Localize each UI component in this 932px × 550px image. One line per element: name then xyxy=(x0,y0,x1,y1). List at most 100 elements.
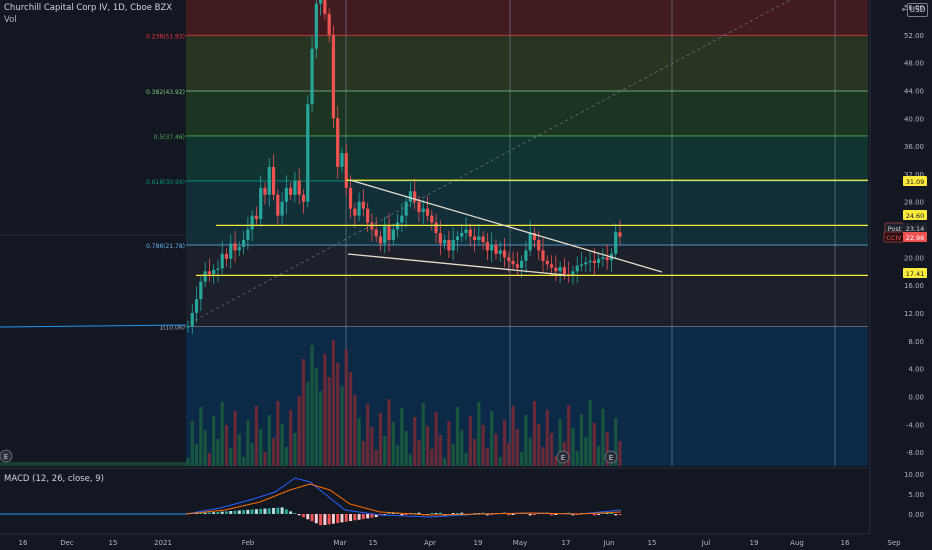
drawings-back xyxy=(0,0,791,328)
candle-body xyxy=(511,260,515,265)
volume-bar xyxy=(289,410,293,466)
candle-body xyxy=(246,229,250,240)
price-tag-label: Post xyxy=(888,225,902,233)
macd-histogram-bar xyxy=(481,512,485,514)
candle-body xyxy=(554,267,558,272)
price-tick-label: 48.00 xyxy=(904,60,924,68)
volume-bar xyxy=(494,434,498,466)
macd-histogram-bar xyxy=(490,514,494,515)
macd-histogram-bar xyxy=(417,512,421,514)
volume-bar xyxy=(271,438,276,466)
candle-body xyxy=(212,269,216,275)
volume-bar xyxy=(528,438,532,466)
candle-body xyxy=(199,281,203,300)
earnings-event-icon xyxy=(0,449,13,463)
price-tick-label: 44.00 xyxy=(904,87,924,95)
candle-body xyxy=(353,208,357,216)
macd-histogram-bar xyxy=(246,509,250,514)
fib-zone xyxy=(186,0,868,36)
fib-zone xyxy=(186,180,868,245)
candle-body xyxy=(190,313,194,327)
macd-histogram-bar xyxy=(263,508,267,514)
macd-histogram-bar xyxy=(216,511,220,514)
fib-level-label: 0.786(21.78) xyxy=(146,243,185,250)
volume-bar xyxy=(455,407,460,466)
price-tick-label: 8.00 xyxy=(908,338,924,346)
macd-histogram-bar xyxy=(254,509,258,514)
macd-histogram-bar xyxy=(306,514,310,520)
volume-bar xyxy=(524,415,528,466)
candle-body xyxy=(395,222,400,230)
time-tick-label: 15 xyxy=(369,539,378,547)
candle-body xyxy=(186,326,190,328)
macd-histogram-bar xyxy=(336,514,340,524)
currency-button[interactable]: USD xyxy=(907,3,928,17)
fib-level-label: 0.382(43.92) xyxy=(146,89,185,96)
earnings-event-label: E xyxy=(4,453,8,461)
candle-body xyxy=(485,242,490,251)
macd-histogram-bar xyxy=(528,514,532,516)
volume-bar xyxy=(614,418,618,466)
volume-bar xyxy=(430,449,434,466)
candle-body xyxy=(464,229,468,234)
macd-histogram-bar xyxy=(357,514,361,520)
candle-body xyxy=(571,271,575,275)
price-tag-label: 24.60 xyxy=(906,212,925,220)
candle-body xyxy=(314,3,318,49)
candle-body xyxy=(515,264,519,268)
candle-body xyxy=(618,232,622,237)
candle-body xyxy=(490,244,494,251)
candle-body xyxy=(361,201,365,209)
macd-histogram-bar xyxy=(242,510,246,514)
price-tag xyxy=(903,268,927,278)
volume-bar xyxy=(348,372,353,466)
pre-spike-line xyxy=(0,324,187,328)
price-tag-label: 22.96 xyxy=(906,234,925,242)
volume-bar xyxy=(259,429,263,466)
macd-legend[interactable]: MACD (12, 26, close, 9) xyxy=(4,474,104,484)
fib-zones: 0.236(51.93) 0.382(43.92) 0.5(37.46) 0.618(… xyxy=(146,0,868,466)
macd-histogram-bar xyxy=(353,514,357,521)
candle-body xyxy=(224,253,229,259)
candle-body xyxy=(327,13,331,35)
volume-bar xyxy=(340,386,344,466)
volume-bar xyxy=(378,413,383,466)
volume-bar xyxy=(477,402,481,466)
candle-body xyxy=(524,250,528,261)
volume-bar xyxy=(254,406,259,466)
volume-bar xyxy=(532,401,537,466)
macd-histogram-bar xyxy=(438,512,442,514)
volume-bar xyxy=(545,410,549,466)
macd-histogram-bar xyxy=(195,513,199,514)
volume-bar xyxy=(263,452,267,466)
volume-bar xyxy=(344,349,348,466)
candle-body xyxy=(421,208,425,213)
macd-histogram-bar xyxy=(229,511,233,514)
candle-body xyxy=(259,187,263,220)
macd-histogram-bar xyxy=(199,513,203,514)
volume-bar xyxy=(460,430,464,466)
candle-body xyxy=(383,226,387,244)
candle-body xyxy=(584,262,588,265)
candle-body xyxy=(575,265,579,272)
volume-legend[interactable]: Vol xyxy=(4,15,17,25)
candle-body xyxy=(541,250,545,261)
volume-bar xyxy=(443,458,447,466)
macd-histogram-bar xyxy=(451,513,455,514)
earnings-event-icon xyxy=(556,450,570,464)
macd-histogram-bar xyxy=(592,514,596,516)
time-tick-label: Dec xyxy=(60,539,74,547)
candle-body xyxy=(430,215,434,223)
time-tick-label: 16 xyxy=(19,539,28,547)
macd-histogram-bar xyxy=(267,508,271,514)
macd-histogram-bar xyxy=(374,514,378,518)
time-tick-label: Aug xyxy=(790,539,804,547)
candle-body xyxy=(306,104,310,202)
volume-bar xyxy=(395,445,400,466)
candle-body xyxy=(250,215,254,230)
candle-body xyxy=(592,260,596,263)
symbol-legend[interactable]: Churchill Capital Corp IV, 1D, Cboe BZX xyxy=(4,3,173,13)
volume-bar xyxy=(361,441,365,466)
volume-bar xyxy=(597,446,601,466)
